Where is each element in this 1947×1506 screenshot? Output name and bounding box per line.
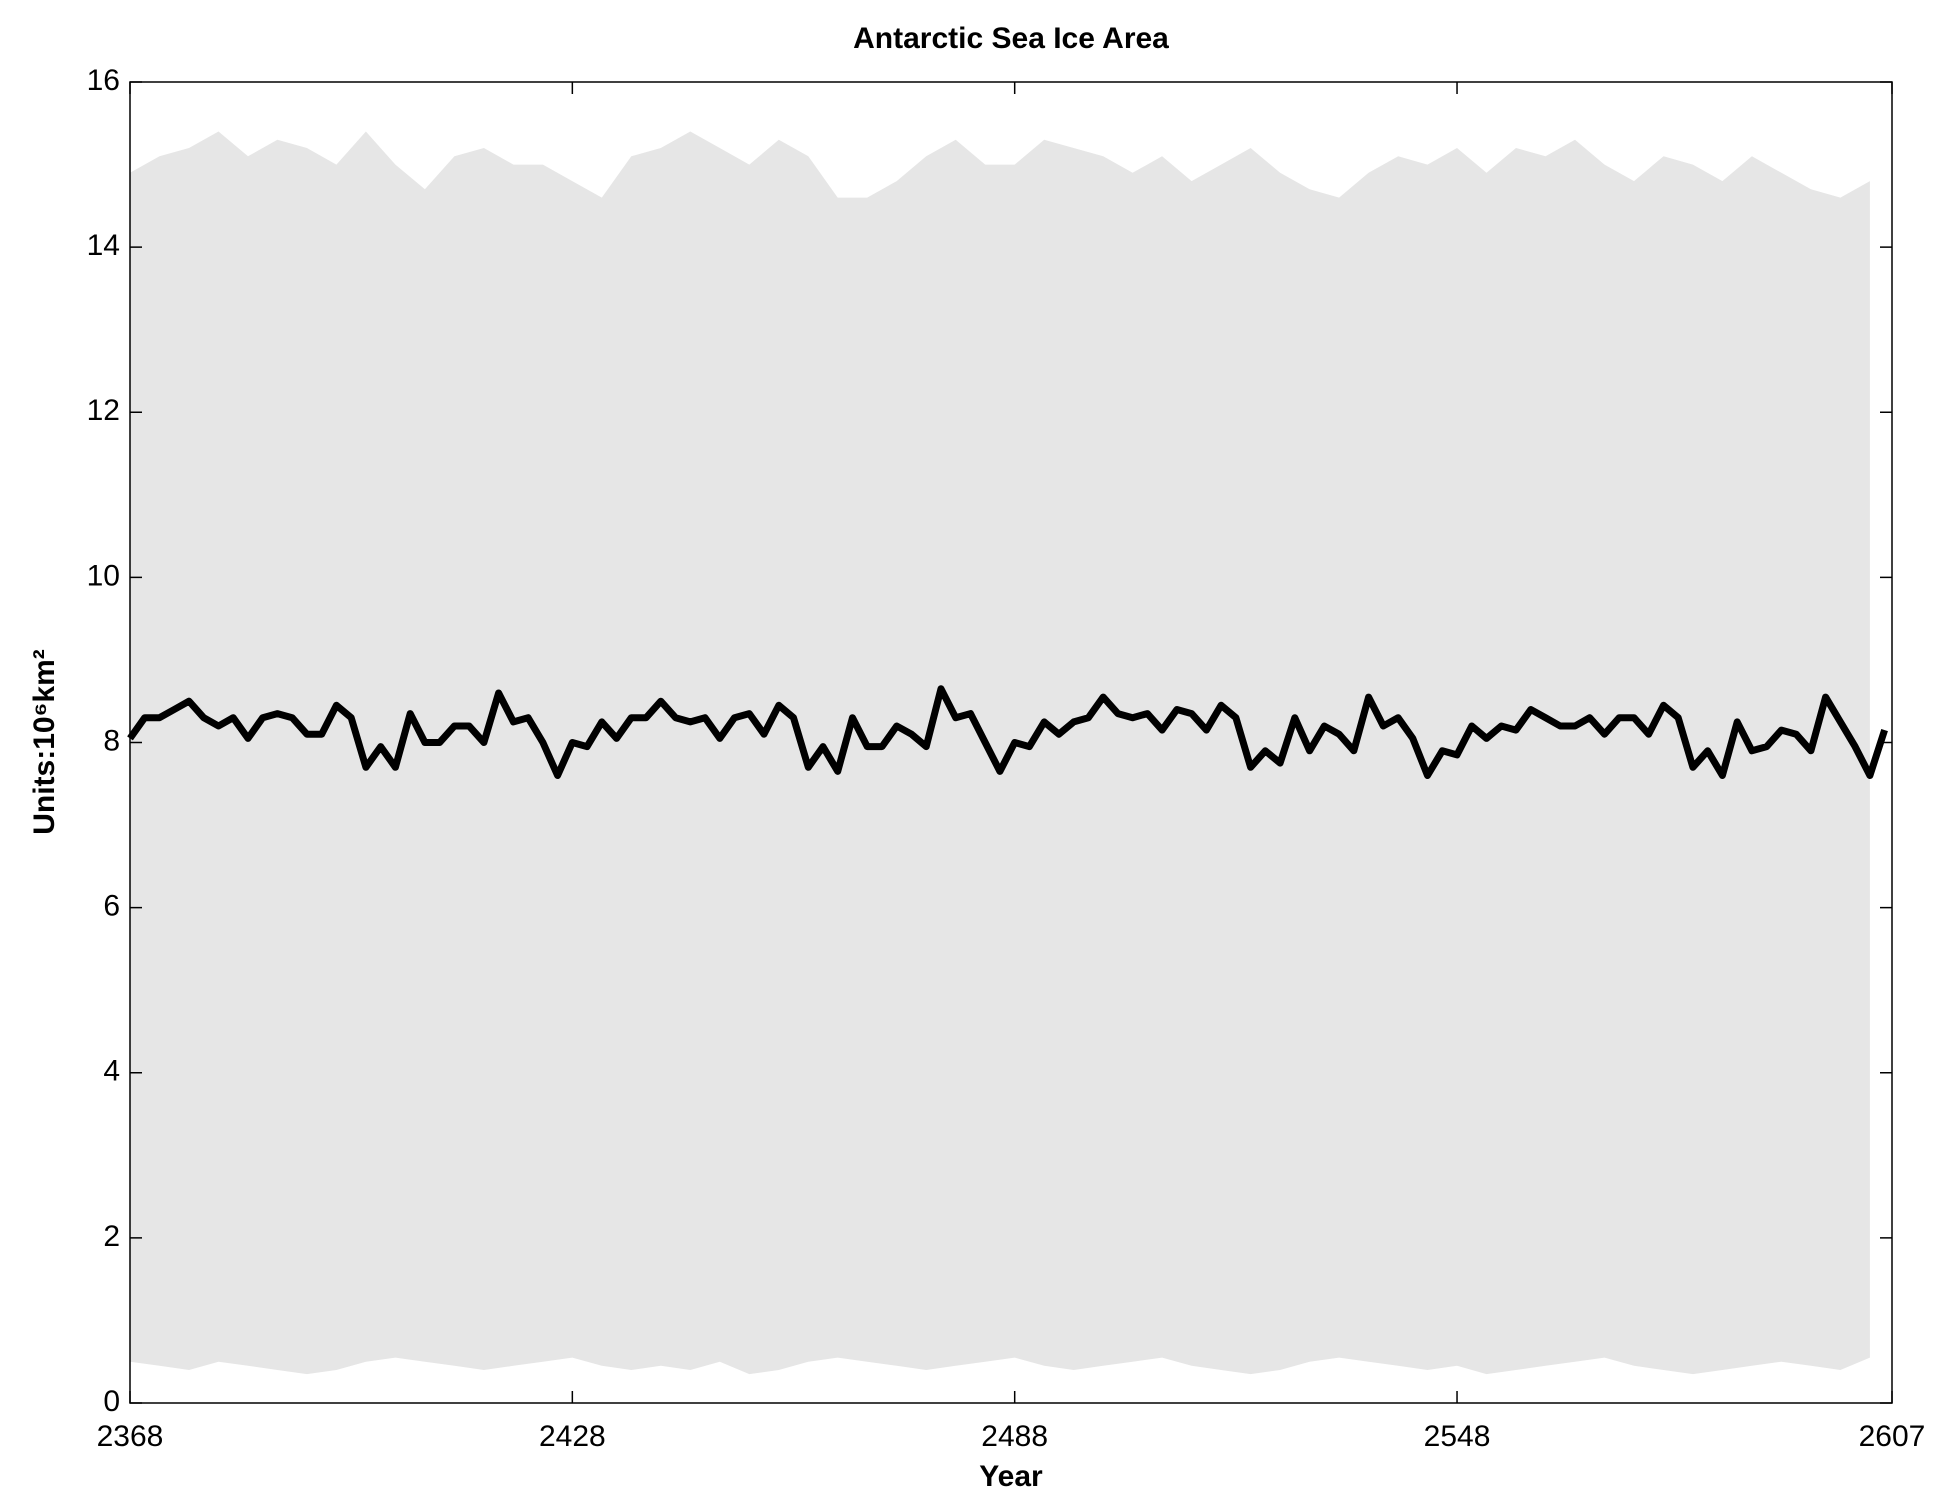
x-tick-label: 2368: [97, 1420, 164, 1453]
range-band: [130, 131, 1870, 1375]
y-tick-label: 0: [103, 1385, 120, 1418]
y-tick-label: 14: [87, 229, 120, 262]
y-tick-label: 10: [87, 559, 120, 592]
x-axis-label: Year: [979, 1460, 1043, 1493]
y-tick-label: 6: [103, 890, 120, 923]
chart-title: Antarctic Sea Ice Area: [853, 22, 1169, 55]
y-tick-label: 4: [103, 1055, 120, 1088]
x-tick-label: 2488: [981, 1420, 1048, 1453]
x-tick-label: 2548: [1424, 1420, 1491, 1453]
y-tick-label: 16: [87, 64, 120, 97]
mean-line: [127, 685, 1888, 779]
x-tick-label: 2607: [1859, 1420, 1926, 1453]
y-tick-label: 12: [87, 394, 120, 427]
y-tick-label: 8: [103, 724, 120, 757]
y-tick-label: 2: [103, 1220, 120, 1253]
x-tick-label: 2428: [539, 1420, 606, 1453]
y-axis-label: Units:10⁶km²: [28, 649, 61, 835]
